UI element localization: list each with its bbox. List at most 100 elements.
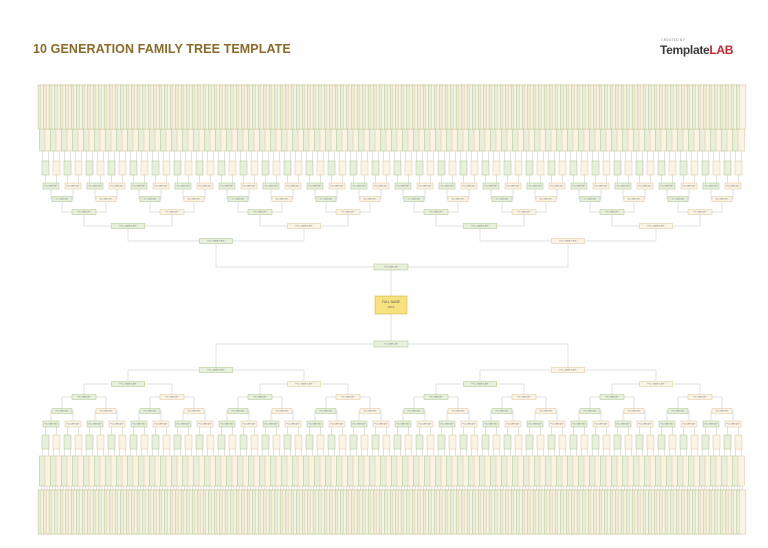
person-box-gen1-label: FULL NAME DATE [560, 240, 578, 243]
person-box-gen3 [247, 394, 273, 400]
person-box-gen5 [548, 182, 566, 190]
person-box-gen3 [247, 209, 273, 215]
person-box-gen5 [218, 420, 236, 428]
person-box-gen6 [261, 434, 270, 450]
person-box-gen5-label: FULL NAME DATE [89, 184, 102, 187]
person-box-gen2 [287, 223, 321, 229]
person-box-gen5-label: FULL NAME DATE [353, 184, 366, 187]
person-box-gen5 [504, 182, 522, 190]
parent-box-top-label: FULL NAME DATE [384, 265, 397, 268]
person-box-gen3-label: FULL NAME DATE [254, 210, 267, 213]
person-box-gen6 [712, 160, 721, 176]
person-box-gen4 [403, 196, 425, 202]
person-box-gen6 [107, 160, 116, 176]
person-box-gen6 [547, 160, 556, 176]
person-box-gen6 [349, 434, 358, 450]
person-box-gen5-label: FULL NAME DATE [375, 422, 388, 425]
person-box-gen6 [525, 160, 534, 176]
person-box-gen5-label: FULL NAME DATE [639, 422, 652, 425]
person-box-gen5 [108, 420, 126, 428]
person-box-gen5-label: FULL NAME DATE [67, 184, 80, 187]
person-box-gen5-label: FULL NAME DATE [507, 422, 520, 425]
person-box-gen5-label: FULL NAME DATE [683, 422, 696, 425]
person-box-gen6 [283, 434, 292, 450]
person-box-gen6 [206, 160, 215, 176]
person-box-gen5-label: FULL NAME DATE [221, 422, 234, 425]
person-box-gen4-label: FULL NAME DATE [320, 197, 333, 200]
person-box-gen5 [262, 182, 280, 190]
person-box-gen3-label: FULL NAME DATE [342, 210, 355, 213]
person-box-gen5-label: FULL NAME DATE [287, 422, 300, 425]
person-box-gen3 [159, 209, 185, 215]
person-box-gen4-label: FULL NAME DATE [144, 197, 157, 200]
person-box-gen2 [111, 381, 145, 387]
person-box-gen5-label: FULL NAME DATE [45, 422, 58, 425]
person-box-gen6 [305, 434, 314, 450]
person-box-gen6 [283, 160, 292, 176]
person-box-gen6 [382, 434, 391, 450]
person-box-gen1-label: FULL NAME DATE [208, 369, 226, 372]
person-box-gen3-label: FULL NAME DATE [694, 210, 707, 213]
person-box-gen5 [108, 182, 126, 190]
person-box-gen4-label: FULL NAME DATE [672, 197, 685, 200]
person-box-gen3 [599, 209, 625, 215]
person-box-gen5 [64, 420, 82, 428]
person-box-gen4 [95, 196, 117, 202]
person-box-gen5 [460, 182, 478, 190]
person-box-gen5 [240, 420, 258, 428]
person-box-gen5 [416, 182, 434, 190]
person-box-gen3-label: FULL NAME DATE [606, 395, 619, 398]
person-box-gen3-label: FULL NAME DATE [518, 395, 531, 398]
person-box-gen4 [403, 408, 425, 414]
person-box-gen6 [503, 160, 512, 176]
person-box-gen4 [271, 408, 293, 414]
person-box-gen2-label: FULL NAME DATE [648, 225, 666, 228]
person-box-gen6 [118, 160, 127, 176]
person-box-gen3-label: FULL NAME DATE [518, 210, 531, 213]
person-box-gen5-label: FULL NAME DATE [705, 422, 718, 425]
person-box-gen3 [335, 394, 361, 400]
person-box-gen4 [667, 196, 689, 202]
person-box-gen6 [52, 434, 61, 450]
person-box-gen6 [327, 160, 336, 176]
person-box-gen4 [227, 408, 249, 414]
person-box-gen5 [64, 182, 82, 190]
person-box-gen1-label: FULL NAME DATE [208, 240, 226, 243]
person-box-gen6 [41, 160, 50, 176]
person-box-gen5-label: FULL NAME DATE [155, 422, 168, 425]
person-box-gen5-label: FULL NAME DATE [661, 422, 674, 425]
person-box-gen3 [71, 209, 97, 215]
person-box-gen6 [41, 434, 50, 450]
person-box-gen5-label: FULL NAME DATE [353, 422, 366, 425]
templatelab-logo: CREATED BY TemplateLAB [660, 38, 742, 60]
person-box-gen6 [635, 160, 644, 176]
person-box-gen5-label: FULL NAME DATE [485, 184, 498, 187]
person-box-gen5-label: FULL NAME DATE [243, 422, 256, 425]
person-box-gen6 [96, 434, 105, 450]
person-box-gen6 [327, 434, 336, 450]
brand-wordmark-part2: LAB [709, 43, 734, 57]
person-box-gen6 [239, 160, 248, 176]
person-box-gen6 [492, 160, 501, 176]
person-box-gen6 [371, 160, 380, 176]
person-box-gen6 [195, 434, 204, 450]
person-box-gen6 [371, 434, 380, 450]
person-box-gen5 [460, 420, 478, 428]
person-box-gen6 [360, 160, 369, 176]
person-box-gen5 [658, 182, 676, 190]
person-box-gen2 [639, 381, 673, 387]
person-box-gen4-label: FULL NAME DATE [628, 197, 641, 200]
person-box-gen6 [63, 434, 72, 450]
person-box-gen6 [602, 160, 611, 176]
person-box-gen6 [393, 434, 402, 450]
person-box-gen6 [668, 434, 677, 450]
parent-box-top [373, 263, 409, 271]
person-box-gen5-label: FULL NAME DATE [573, 184, 586, 187]
person-box-gen6 [668, 160, 677, 176]
person-box-gen4-label: FULL NAME DATE [276, 409, 289, 412]
person-box-gen4-label: FULL NAME DATE [56, 409, 69, 412]
person-box-gen5 [526, 420, 544, 428]
person-box-gen6 [459, 160, 468, 176]
person-box-gen4-label: FULL NAME DATE [452, 197, 465, 200]
person-box-gen4-label: FULL NAME DATE [496, 409, 509, 412]
